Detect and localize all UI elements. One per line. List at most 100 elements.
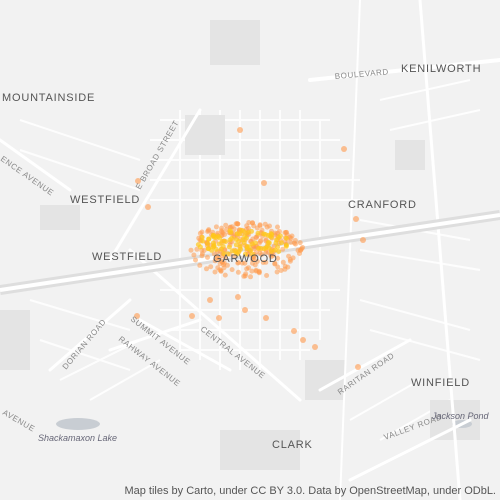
density-point [275, 224, 280, 230]
density-point [218, 268, 224, 274]
density-point [272, 260, 278, 266]
boulevard-road [308, 58, 500, 82]
density-point [219, 228, 224, 234]
label-boulevard: BOULEVARD [334, 67, 389, 81]
density-point [246, 220, 252, 225]
central-avenue-road [128, 248, 302, 402]
label-kenilworth: KENILWORTH [401, 63, 481, 75]
density-point [278, 240, 284, 246]
density-point [222, 254, 228, 260]
density-point [274, 269, 280, 275]
density-point [234, 221, 240, 227]
rahway-avenue-road [108, 318, 202, 352]
density-point [227, 228, 233, 234]
density-point [204, 266, 209, 272]
density-point-outlier [235, 294, 241, 300]
label-avenue-sw: AVENUE [1, 408, 37, 434]
density-point [287, 257, 293, 262]
density-point [256, 268, 262, 274]
density-point [226, 244, 232, 250]
density-point [220, 243, 226, 249]
density-point-outlier [261, 180, 267, 186]
density-point [280, 246, 286, 252]
density-point [261, 231, 267, 237]
density-point [282, 266, 288, 272]
lawrence-avenue-road [0, 138, 72, 192]
density-point [265, 232, 271, 238]
density-point [211, 251, 217, 257]
density-point [205, 254, 210, 260]
density-point [257, 223, 263, 229]
label-garwood: GARWOOD [213, 253, 278, 265]
density-point [193, 257, 198, 263]
density-point [244, 266, 250, 272]
label-westfield-west: WESTFIELD [92, 251, 162, 263]
density-point [250, 236, 256, 242]
density-point [213, 224, 219, 230]
shackamaxon-lake-shape [56, 418, 100, 430]
density-point [288, 239, 294, 245]
raritan-road [318, 338, 412, 392]
density-point [227, 237, 233, 243]
density-point [245, 230, 251, 236]
density-point [233, 242, 239, 248]
density-point [257, 250, 263, 256]
density-point-outlier [216, 315, 222, 321]
density-point-outlier [134, 313, 140, 319]
density-points [134, 127, 366, 370]
density-point-outlier [242, 307, 248, 313]
density-point [263, 259, 269, 265]
density-point [248, 274, 253, 280]
density-point [214, 255, 220, 261]
density-point [251, 256, 257, 261]
density-point [199, 251, 205, 257]
density-point [197, 262, 203, 268]
dorian-road [48, 298, 132, 372]
density-point-outlier [291, 328, 297, 334]
north-south-road [339, 0, 361, 500]
density-point [236, 238, 242, 244]
label-central-avenue: CENTRAL AVENUE [199, 324, 267, 380]
density-point [240, 237, 246, 243]
density-point-outlier [189, 313, 195, 319]
density-point [250, 260, 255, 266]
density-point [276, 235, 282, 240]
density-point [254, 258, 260, 264]
density-point [283, 235, 289, 241]
density-point [275, 244, 281, 250]
density-point-outlier [355, 364, 361, 370]
density-point [280, 259, 286, 265]
label-westfield-north: WESTFIELD [70, 194, 140, 206]
density-point [249, 220, 255, 226]
density-point [249, 268, 255, 274]
density-point [221, 251, 227, 257]
density-point [264, 273, 270, 278]
density-point [223, 222, 229, 228]
density-point [257, 239, 263, 244]
density-point-outlier [300, 337, 306, 343]
density-point [229, 267, 235, 273]
density-point [206, 236, 212, 242]
density-point [222, 272, 228, 278]
density-point [227, 224, 233, 230]
density-point-outlier [341, 146, 347, 152]
density-point [220, 238, 225, 244]
density-point [241, 273, 247, 279]
label-jackson-pond: Jackson Pond [431, 411, 490, 421]
density-point [278, 268, 284, 273]
east-road [418, 0, 462, 500]
density-point [212, 269, 218, 275]
density-point [264, 224, 270, 230]
density-point [248, 248, 254, 253]
e-broad-street-road [108, 108, 202, 262]
density-point [255, 230, 261, 236]
density-point [205, 241, 211, 247]
valley-road [348, 418, 472, 482]
density-point [283, 242, 289, 248]
density-point-outlier [353, 216, 359, 222]
density-point [188, 247, 194, 253]
density-point [295, 247, 301, 253]
density-point [292, 238, 298, 243]
